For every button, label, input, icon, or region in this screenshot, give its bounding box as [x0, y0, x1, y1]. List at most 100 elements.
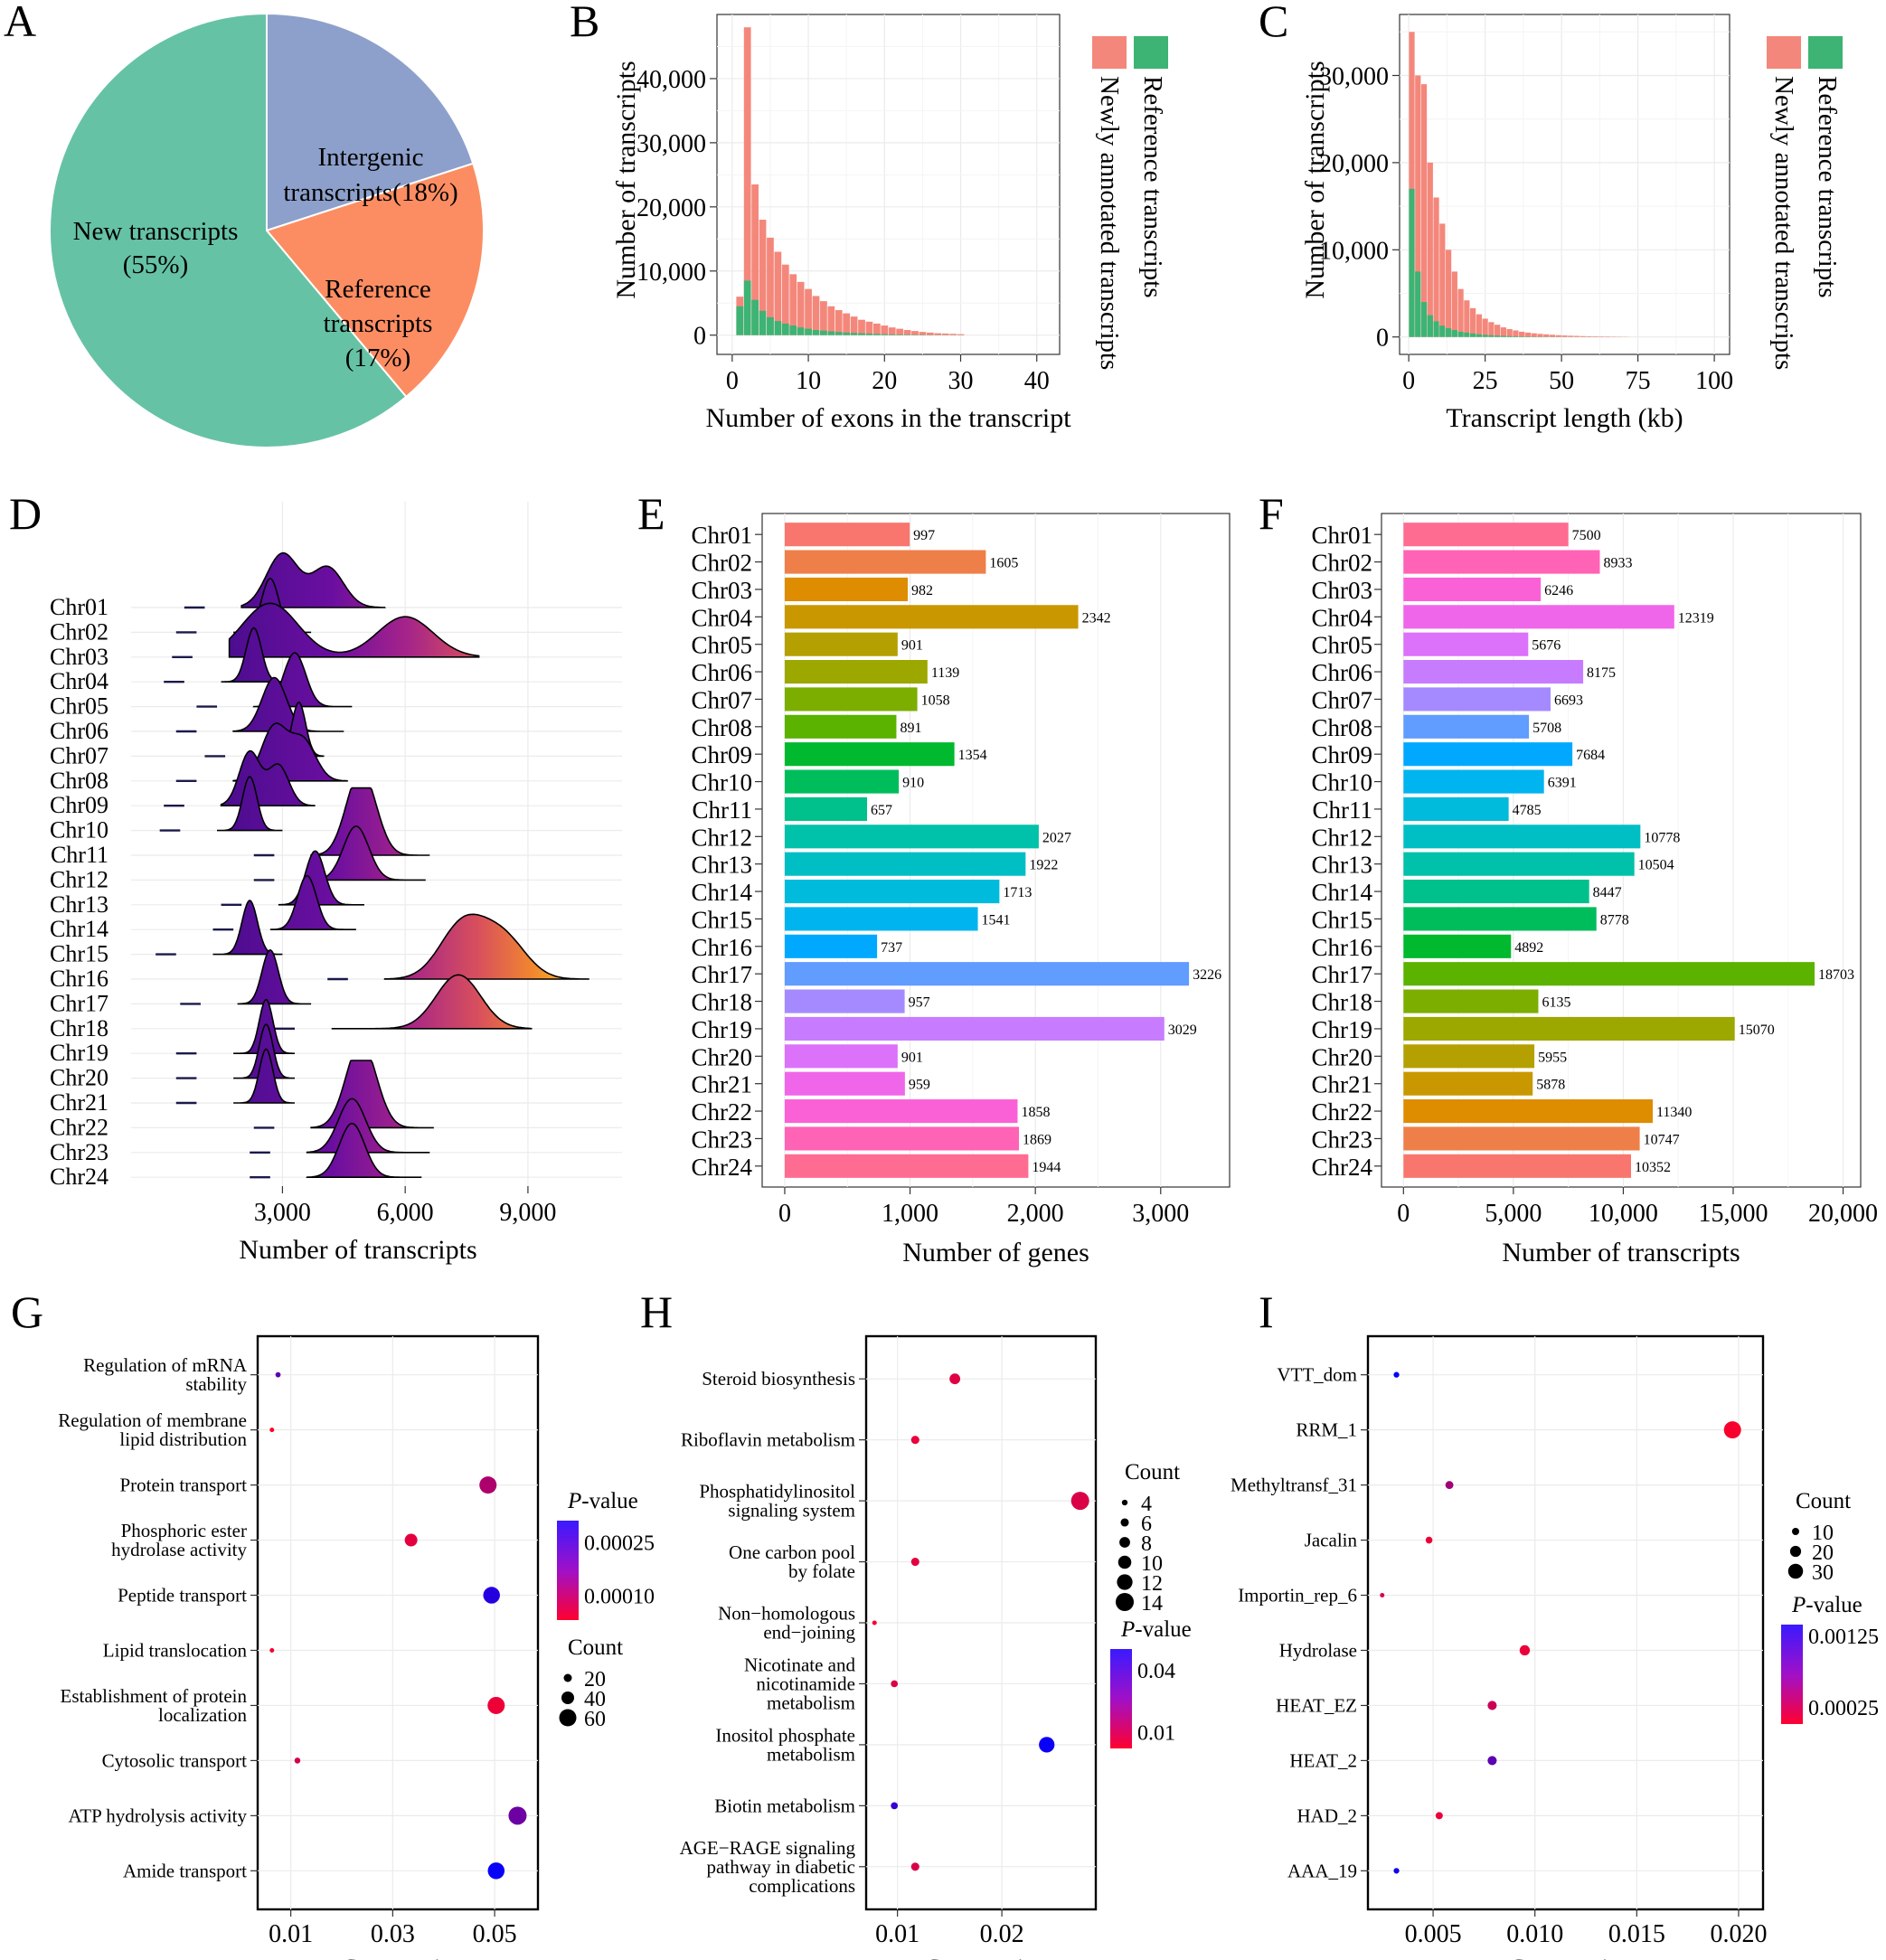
category-label: Chr01: [692, 522, 753, 549]
data-label: 6391: [1548, 776, 1577, 791]
bar-newly: [1500, 327, 1507, 337]
data-label: 891: [900, 721, 921, 736]
bar-newly: [1482, 318, 1488, 337]
data-label: 1858: [1021, 1105, 1050, 1120]
bar-reference: [872, 334, 881, 335]
bar-newly: [850, 316, 858, 335]
data-label: 10778: [1644, 830, 1680, 845]
bar: [784, 880, 1000, 904]
bar: [1403, 796, 1509, 821]
size-legend-dot: [1120, 1518, 1129, 1527]
category-label: lipid distribution: [119, 1428, 247, 1450]
category-label: Chr20: [50, 1065, 108, 1091]
tick-label: 50: [1549, 367, 1574, 395]
size-legend-label: 14: [1141, 1592, 1163, 1616]
bar-newly: [1451, 271, 1457, 337]
category-label: Chr10: [1312, 769, 1373, 796]
category-label: Chr15: [692, 906, 753, 933]
panel-label-h: H: [640, 1286, 673, 1337]
ridgeline-chart: 3,000 6,000 9,000 Number of transcripts Chr0…: [50, 502, 622, 1265]
size-legend-dot: [1117, 1574, 1133, 1590]
size-legend-label: 40: [584, 1688, 606, 1711]
bar-reference: [1519, 336, 1525, 337]
bar-reference: [743, 280, 751, 335]
size-legend-title: Count: [1125, 1460, 1180, 1484]
bar-newly: [888, 327, 896, 335]
bar-newly: [1476, 314, 1482, 337]
data-label: 3029: [1168, 1022, 1197, 1038]
panel-label-g: G: [11, 1286, 43, 1337]
bar-newly: [903, 330, 911, 335]
panel-label-e: E: [637, 488, 665, 539]
panel-label-a: A: [4, 0, 36, 46]
tick-label: 30: [948, 367, 974, 395]
category-label: signaling system: [728, 1500, 855, 1522]
tick-label: 0.020: [1710, 1920, 1767, 1948]
bar: [1403, 852, 1635, 876]
data-label: 4785: [1513, 803, 1542, 818]
category-label: Chr19: [1312, 1016, 1373, 1043]
ridge: [306, 1122, 422, 1178]
bar-reference: [774, 321, 782, 335]
bar-newly: [1568, 335, 1574, 337]
category-label: Chr08: [1312, 714, 1373, 741]
tick-label: 0: [778, 1200, 791, 1228]
category-label: Establishment of protein: [61, 1685, 248, 1707]
tick-label: 40: [1024, 367, 1050, 395]
bar-reference: [759, 310, 767, 335]
tick-label: 0.03: [371, 1920, 415, 1948]
category-label: Chr07: [1312, 686, 1373, 713]
category-label: Chr12: [1312, 824, 1373, 851]
data-label: 8175: [1587, 665, 1616, 681]
color-bar-label: 0.00025: [584, 1532, 655, 1556]
bar: [1403, 907, 1597, 931]
bar: [1403, 1154, 1631, 1178]
category-label: Chr23: [1312, 1126, 1373, 1153]
bar-newly: [1580, 335, 1586, 337]
data-point: [891, 1680, 899, 1688]
category-label: Methyltransf_31: [1231, 1475, 1357, 1496]
tick-label: 20,000: [1319, 150, 1389, 178]
size-legend-dot: [559, 1709, 577, 1727]
bar-reference: [1439, 325, 1446, 337]
category-label: stability: [185, 1373, 247, 1395]
size-legend-label: 8: [1141, 1532, 1152, 1556]
bar: [784, 714, 897, 739]
bar-newly: [1409, 32, 1415, 337]
category-label: Chr02: [692, 550, 753, 577]
tick-label: 0.005: [1405, 1920, 1462, 1948]
category-label: Chr02: [50, 618, 108, 645]
bar: [1403, 825, 1641, 849]
dot-plot-g: 0.01 0.03 0.05 Gene ratio Regulation of mRNA…: [58, 1334, 655, 1960]
bar-reference: [1433, 321, 1439, 337]
category-label: Chr08: [692, 714, 753, 741]
x-axis-title: Number of transcripts: [239, 1235, 476, 1265]
category-label: Chr09: [1312, 741, 1373, 768]
data-point: [1723, 1421, 1741, 1439]
pie-pct: transcripts(18%): [283, 178, 457, 207]
bar: [1403, 1016, 1735, 1041]
data-label: 3226: [1193, 967, 1221, 983]
category-label: HEAT_EZ: [1276, 1694, 1357, 1716]
bar: [1403, 742, 1573, 767]
category-label: HAD_2: [1297, 1805, 1358, 1826]
bar-newly: [858, 319, 865, 335]
bar: [1403, 660, 1584, 684]
category-label: Chr14: [1312, 879, 1373, 906]
category-label: Nicotinate and: [744, 1654, 856, 1675]
bar-newly: [805, 288, 812, 335]
tick-label: 30,000: [1319, 62, 1389, 90]
tick-label: 0: [1402, 367, 1415, 395]
category-label: AGE−RAGE signaling: [680, 1837, 856, 1859]
legend-key-reference: [1134, 36, 1168, 69]
category-label: Chr17: [692, 961, 753, 988]
ridge: [383, 913, 589, 980]
bar-newly: [1415, 75, 1421, 337]
size-legend-dot: [1116, 1593, 1134, 1611]
ridge: [232, 676, 344, 732]
category-label: Phosphatidylinositol: [699, 1481, 855, 1503]
bar-newly: [1592, 336, 1598, 337]
bar-reference: [1470, 333, 1476, 337]
category-label: Chr18: [692, 989, 753, 1016]
category-label: Chr13: [1312, 852, 1373, 879]
